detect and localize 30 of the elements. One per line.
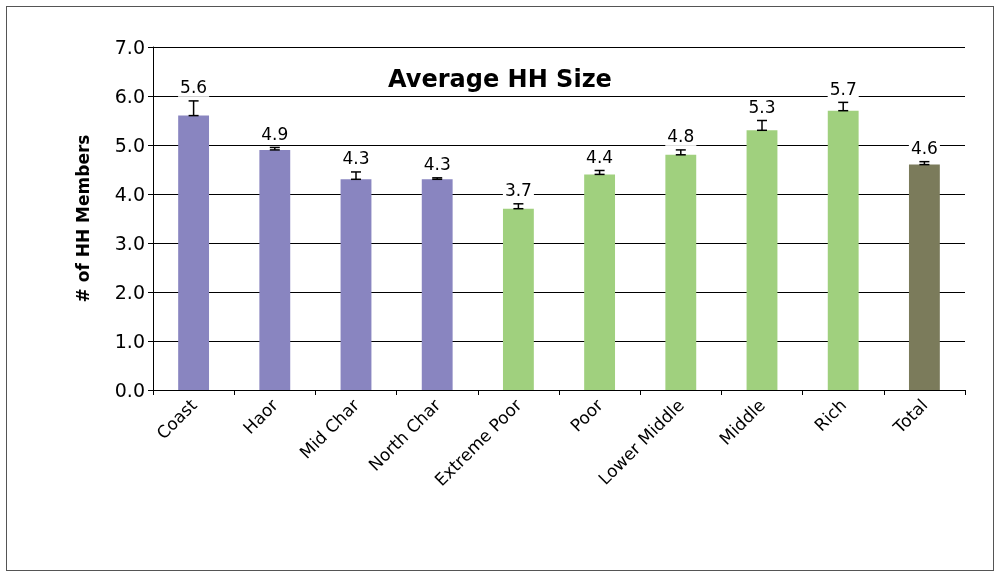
data-label: 4.4 — [586, 146, 614, 167]
data-label: 4.3 — [423, 154, 451, 175]
bar — [746, 130, 778, 390]
data-label: 4.6 — [910, 138, 938, 159]
bar — [178, 115, 210, 390]
data-label: 5.7 — [829, 78, 857, 99]
y-tick-label: 6.0 — [114, 85, 145, 107]
y-axis-title: # of HH Members — [72, 134, 93, 303]
data-label: 4.3 — [342, 148, 370, 169]
y-tick-label: 0.0 — [114, 379, 145, 401]
data-label: 4.8 — [667, 126, 695, 147]
text: Average HH Size — [388, 65, 612, 93]
y-tick-label: 3.0 — [114, 232, 145, 254]
data-label: 5.6 — [180, 77, 208, 98]
bar — [502, 208, 534, 390]
data-label: 5.3 — [748, 96, 776, 117]
y-tick-label: 5.0 — [114, 134, 145, 156]
data-label: 3.7 — [504, 180, 532, 201]
bar — [908, 164, 940, 390]
bar — [421, 179, 453, 390]
y-tick-label: 2.0 — [114, 281, 145, 303]
y-tick-label: 4.0 — [114, 183, 145, 205]
bar — [584, 174, 616, 390]
bar — [827, 110, 859, 390]
data-label: 4.9 — [261, 123, 289, 144]
bar — [665, 154, 697, 390]
y-tick-label: 7.0 — [114, 36, 145, 58]
bar — [340, 179, 372, 390]
y-tick-label: 1.0 — [114, 330, 145, 352]
bar — [259, 149, 291, 390]
